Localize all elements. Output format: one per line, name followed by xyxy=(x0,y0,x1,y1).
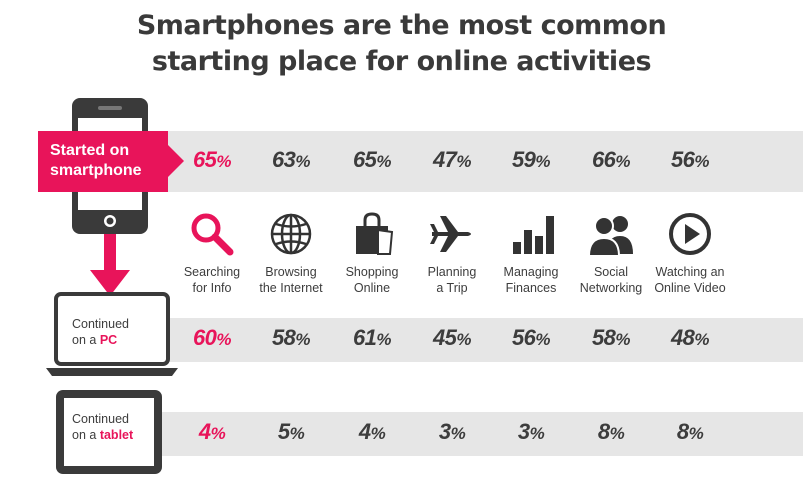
category-label-line: the Internet xyxy=(259,281,323,295)
category-label-line: Watching an xyxy=(655,265,725,279)
smartphone-row-band xyxy=(150,131,803,192)
tablet-icon xyxy=(56,390,162,474)
category-label-line: a Trip xyxy=(436,281,468,295)
laptop-icon xyxy=(46,292,178,376)
tablet-value: 4% xyxy=(198,419,226,444)
smartphone-label-line-2: smartphone xyxy=(50,162,142,179)
globe-icon xyxy=(267,210,315,258)
pc-row-label: Continued on a PC xyxy=(72,316,172,348)
tablet-value: 4% xyxy=(358,419,386,444)
smartphone-label-line-1: Started on xyxy=(50,142,130,159)
tablet-label-line-1: Continued xyxy=(72,412,129,426)
tablet-value: 3% xyxy=(517,419,545,444)
tablet-label-line-2: on a tablet xyxy=(72,427,172,443)
tablet-row-band xyxy=(150,412,803,456)
chart-title: Smartphones are the most common starting… xyxy=(0,8,803,80)
category-label-line: Social xyxy=(593,265,629,279)
category-label: Browsing the Internet xyxy=(248,264,334,296)
category-label: Shopping Online xyxy=(329,264,415,296)
pc-value: 56% xyxy=(511,325,551,350)
smartphone-value: 63% xyxy=(271,147,311,172)
airplane-icon xyxy=(428,210,476,258)
pc-value: 58% xyxy=(271,325,311,350)
pc-row-band xyxy=(150,318,803,362)
smartphone-value: 56% xyxy=(670,147,710,172)
category-label-line: Searching xyxy=(183,265,241,279)
category-label-line: Managing xyxy=(503,265,559,279)
category-label-line: Planning xyxy=(427,265,477,279)
tablet-row-label: Continued on a tablet xyxy=(72,411,172,443)
smartphone-value: 65% xyxy=(192,147,232,172)
category-label: Managing Finances xyxy=(488,264,574,296)
tablet-label-accent: tablet xyxy=(99,428,134,442)
chart-title-line-1: Smartphones are the most common xyxy=(136,10,667,41)
bar-chart-icon xyxy=(507,210,555,258)
people-icon xyxy=(587,210,635,258)
pc-value: 61% xyxy=(352,325,392,350)
category-label-line: Online xyxy=(353,281,391,295)
smartphone-value: 47% xyxy=(432,147,472,172)
smartphone-value: 59% xyxy=(511,147,551,172)
tablet-value: 8% xyxy=(597,419,625,444)
category-label-line: Networking xyxy=(579,281,643,295)
magnifier-icon xyxy=(188,210,236,258)
category-label: Planning a Trip xyxy=(409,264,495,296)
category-label-line: Finances xyxy=(505,281,557,295)
category-label: Social Networking xyxy=(568,264,654,296)
tablet-label-on-a: on a xyxy=(72,428,100,442)
pc-label-line-2: on a PC xyxy=(72,332,172,348)
pc-value: 48% xyxy=(670,325,710,350)
pc-label-on-a: on a xyxy=(72,333,100,347)
shopping-bag-icon xyxy=(348,210,396,258)
play-icon xyxy=(666,210,714,258)
category-label-line: Online Video xyxy=(654,281,726,295)
category-label-line: Browsing xyxy=(265,265,317,279)
tablet-value: 5% xyxy=(277,419,305,444)
pc-label-line-1: Continued xyxy=(72,317,129,331)
pc-label-accent: PC xyxy=(99,333,118,347)
chart-title-line-2: starting place for online activities xyxy=(151,46,652,77)
smartphone-row-label: Started on smartphone xyxy=(38,131,184,192)
smartphone-value: 65% xyxy=(352,147,392,172)
smartphone-value: 66% xyxy=(591,147,631,172)
category-label-line: Shopping xyxy=(345,265,399,279)
pc-value: 58% xyxy=(591,325,631,350)
category-label-line: for Info xyxy=(192,281,232,295)
pc-value: 60% xyxy=(192,325,232,350)
pc-value: 45% xyxy=(432,325,472,350)
tablet-value: 8% xyxy=(676,419,704,444)
tablet-value: 3% xyxy=(438,419,466,444)
category-label: Searching for Info xyxy=(169,264,255,296)
category-label: Watching an Online Video xyxy=(647,264,733,296)
down-arrow-icon xyxy=(90,234,130,296)
